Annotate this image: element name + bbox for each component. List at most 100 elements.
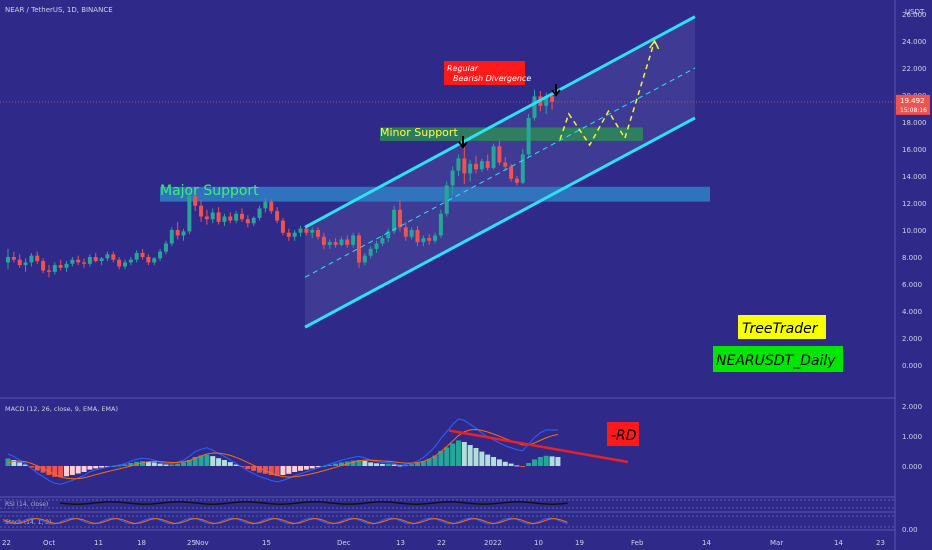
candle-body[interactable] bbox=[52, 265, 57, 272]
candle-body[interactable] bbox=[292, 232, 297, 237]
candle-body[interactable] bbox=[298, 228, 303, 233]
candle-body[interactable] bbox=[234, 213, 239, 221]
candle-body[interactable] bbox=[257, 208, 262, 218]
candle-body[interactable] bbox=[421, 238, 426, 243]
candle-body[interactable] bbox=[204, 216, 209, 220]
candle-body[interactable] bbox=[386, 231, 391, 239]
candle-body[interactable] bbox=[11, 257, 16, 260]
candle-body[interactable] bbox=[497, 146, 502, 163]
candle-body[interactable] bbox=[111, 254, 116, 260]
candle-body[interactable] bbox=[64, 263, 69, 268]
candle-body[interactable] bbox=[427, 238, 432, 241]
candle-body[interactable] bbox=[146, 257, 151, 263]
major-support-zone[interactable] bbox=[160, 186, 710, 202]
candle-body[interactable] bbox=[82, 262, 87, 264]
candle-body[interactable] bbox=[415, 230, 420, 243]
candle-body[interactable] bbox=[509, 166, 514, 179]
candle-body[interactable] bbox=[514, 178, 519, 183]
candle-body[interactable] bbox=[17, 259, 22, 266]
candle-body[interactable] bbox=[409, 230, 414, 237]
candle-body[interactable] bbox=[544, 96, 549, 106]
candle-body[interactable] bbox=[35, 255, 40, 262]
candle-body[interactable] bbox=[380, 238, 385, 244]
candle-body[interactable] bbox=[152, 258, 157, 263]
candle-body[interactable] bbox=[286, 232, 291, 237]
candle-body[interactable] bbox=[29, 255, 34, 263]
candle-body[interactable] bbox=[321, 236, 326, 245]
candle-body[interactable] bbox=[163, 243, 168, 252]
candle-body[interactable] bbox=[123, 262, 127, 267]
candle-body[interactable] bbox=[275, 211, 280, 221]
candle-body[interactable] bbox=[397, 209, 402, 228]
candle-body[interactable] bbox=[304, 228, 309, 233]
candle-body[interactable] bbox=[41, 261, 46, 271]
rd-trendline[interactable] bbox=[448, 429, 629, 464]
candle-body[interactable] bbox=[87, 257, 92, 264]
candle-body[interactable] bbox=[374, 243, 379, 249]
channel-upper-line[interactable] bbox=[304, 15, 696, 229]
candle-body[interactable] bbox=[140, 252, 145, 257]
candle-body[interactable] bbox=[105, 254, 110, 259]
candle-body[interactable] bbox=[245, 219, 250, 224]
candle-body[interactable] bbox=[169, 230, 174, 244]
candle-body[interactable] bbox=[58, 265, 63, 268]
candle-body[interactable] bbox=[70, 259, 75, 264]
candle-body[interactable] bbox=[468, 163, 473, 174]
candle-body[interactable] bbox=[550, 96, 555, 102]
candle-body[interactable] bbox=[532, 96, 537, 118]
candle-body[interactable] bbox=[117, 259, 122, 267]
candle-body[interactable] bbox=[462, 158, 467, 174]
candle-body[interactable] bbox=[269, 201, 274, 212]
candle-body[interactable] bbox=[263, 201, 268, 209]
candle-body[interactable] bbox=[357, 235, 361, 263]
candle-body[interactable] bbox=[316, 230, 321, 237]
candle-body[interactable] bbox=[474, 163, 478, 170]
candle-body[interactable] bbox=[485, 161, 490, 168]
candle-body[interactable] bbox=[240, 213, 244, 220]
candle-body[interactable] bbox=[392, 209, 397, 232]
candle-body[interactable] bbox=[345, 239, 350, 245]
channel-mid-line[interactable] bbox=[304, 67, 696, 278]
candle-body[interactable] bbox=[23, 262, 28, 266]
candle-body[interactable] bbox=[158, 251, 163, 259]
candle-body[interactable] bbox=[479, 161, 484, 170]
candle-body[interactable] bbox=[450, 170, 455, 186]
channel-lower-line[interactable] bbox=[304, 116, 696, 329]
candle-body[interactable] bbox=[6, 257, 10, 263]
candle-body[interactable] bbox=[99, 258, 104, 262]
candle-body[interactable] bbox=[228, 216, 233, 221]
candle-body[interactable] bbox=[193, 196, 198, 206]
candle-body[interactable] bbox=[76, 259, 81, 263]
candle-body[interactable] bbox=[362, 255, 367, 263]
candle-body[interactable] bbox=[333, 242, 338, 245]
candle-body[interactable] bbox=[199, 205, 204, 217]
candle-body[interactable] bbox=[368, 248, 373, 256]
candle-body[interactable] bbox=[327, 242, 332, 245]
forecast-path[interactable] bbox=[559, 40, 656, 147]
candle-body[interactable] bbox=[210, 212, 215, 220]
candle-body[interactable] bbox=[134, 252, 139, 260]
candle-body[interactable] bbox=[181, 231, 186, 236]
candle-body[interactable] bbox=[403, 227, 408, 237]
candle-body[interactable] bbox=[187, 196, 192, 232]
candle-body[interactable] bbox=[93, 257, 98, 262]
candle-body[interactable] bbox=[46, 270, 51, 272]
candle-body[interactable] bbox=[175, 230, 180, 236]
candle-body[interactable] bbox=[520, 154, 525, 183]
candle-body[interactable] bbox=[251, 217, 256, 224]
candle-body[interactable] bbox=[339, 239, 344, 245]
candle-body[interactable] bbox=[310, 230, 315, 233]
candle-body[interactable] bbox=[216, 212, 221, 222]
candle-body[interactable] bbox=[503, 162, 508, 167]
candle-body[interactable] bbox=[433, 235, 438, 241]
candle-body[interactable] bbox=[526, 117, 531, 155]
candle-body[interactable] bbox=[128, 259, 133, 263]
candle-body[interactable] bbox=[456, 158, 461, 171]
candle-body[interactable] bbox=[438, 213, 443, 236]
candle-body[interactable] bbox=[222, 216, 227, 222]
candle-body[interactable] bbox=[444, 185, 449, 214]
candle-body[interactable] bbox=[280, 220, 285, 233]
candle-body[interactable] bbox=[351, 235, 356, 245]
candle-body[interactable] bbox=[491, 146, 496, 168]
